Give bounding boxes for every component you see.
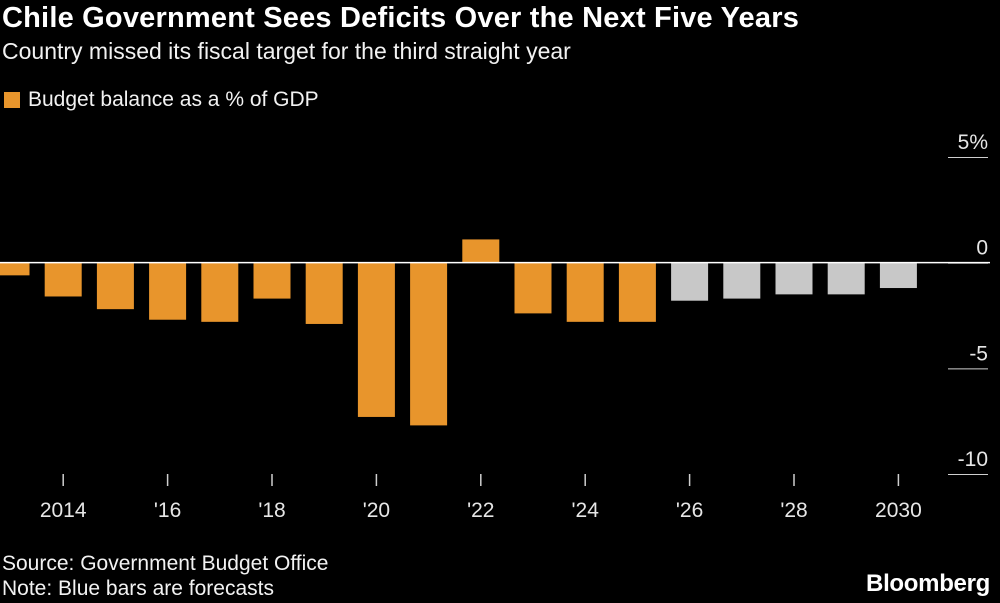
forecast-note: Note: Blue bars are forecasts bbox=[2, 577, 274, 600]
x-tick-label: '28 bbox=[780, 499, 807, 522]
forecast-bar bbox=[671, 262, 709, 301]
forecast-bar bbox=[879, 262, 917, 289]
x-tick-label: '18 bbox=[258, 499, 285, 522]
legend-label: Budget balance as a % of GDP bbox=[28, 88, 319, 111]
source-note: Source: Government Budget Office bbox=[2, 552, 329, 575]
bloomberg-logo: Bloomberg bbox=[866, 570, 990, 597]
bar bbox=[566, 262, 604, 322]
chart-title: Chile Government Sees Deficits Over the … bbox=[2, 2, 800, 34]
y-tick-label: 0 bbox=[976, 237, 988, 260]
bar bbox=[96, 262, 134, 310]
bar bbox=[357, 262, 395, 417]
legend-swatch bbox=[4, 92, 20, 108]
bar bbox=[305, 262, 343, 324]
y-tick-label: -10 bbox=[958, 448, 988, 471]
y-tick-label: -5 bbox=[969, 342, 988, 365]
bar bbox=[618, 262, 656, 322]
bar bbox=[253, 262, 291, 299]
x-tick-label: '26 bbox=[676, 499, 703, 522]
chart-subtitle: Country missed its fiscal target for the… bbox=[2, 38, 571, 64]
bar-chart: 5% 0 -5 -10 2014 '16 '18 '20 '22 '24 '26 '28 2030 bbox=[0, 131, 990, 522]
forecast-bar bbox=[827, 262, 865, 295]
forecast-bar bbox=[723, 262, 761, 299]
bar bbox=[201, 262, 239, 322]
x-tick-label: 2030 bbox=[875, 499, 922, 522]
bar bbox=[462, 239, 500, 263]
bar bbox=[0, 262, 30, 276]
x-tick-label: '20 bbox=[363, 499, 390, 522]
y-tick-label: 5% bbox=[958, 131, 988, 154]
x-tick-label: '24 bbox=[572, 499, 600, 522]
x-tick-label: 2014 bbox=[40, 499, 87, 522]
legend: Budget balance as a % of GDP bbox=[4, 88, 319, 112]
x-tick-label: '22 bbox=[467, 499, 494, 522]
forecast-bar bbox=[775, 262, 813, 295]
bar bbox=[410, 262, 448, 426]
x-tick-label: '16 bbox=[154, 499, 181, 522]
bar bbox=[44, 262, 82, 297]
bar bbox=[514, 262, 552, 314]
bar bbox=[149, 262, 187, 320]
